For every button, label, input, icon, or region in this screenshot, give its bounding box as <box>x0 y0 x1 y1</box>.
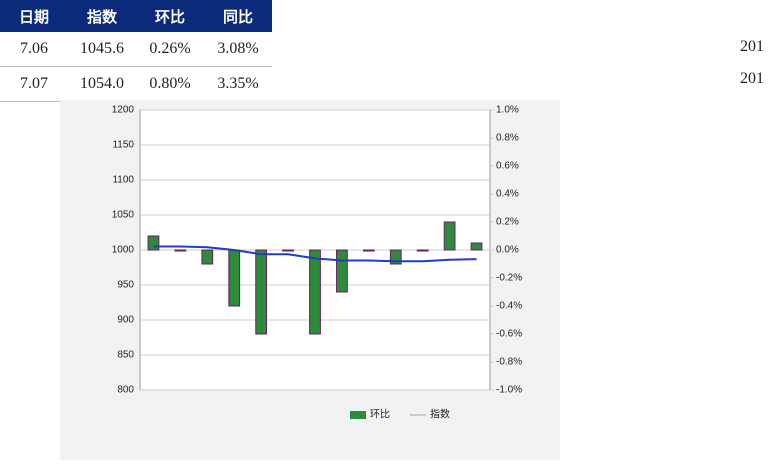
chart: 800 850 900 950 1000 1050 1100 1150 1200 -1.0% -0.… <box>60 100 560 460</box>
table-cell: 7.06 <box>0 32 68 67</box>
side-cell: 201 <box>740 70 764 87</box>
bar <box>201 249 214 265</box>
y2-tick-label: 0.8% <box>496 133 519 144</box>
y2-tick-label: 0.2% <box>496 217 519 228</box>
index-line <box>153 245 477 263</box>
bar <box>147 235 160 251</box>
table-cell: 3.08% <box>204 32 272 67</box>
y-tick-label: 1200 <box>112 105 135 116</box>
table-cell: 1045.6 <box>68 32 136 67</box>
legend-label: 指数 <box>430 408 450 421</box>
table-cell: 1054.0 <box>68 66 136 102</box>
data-table: 日期 指数 环比 同比 7.06 1045.6 0.26% 3.08% 7.07 1054.0 0… <box>0 0 272 102</box>
y2-tick-label: 0.6% <box>496 161 519 172</box>
bar <box>282 249 294 252</box>
y2-tick-label: -0.6% <box>496 329 522 340</box>
y-tick-label: 1000 <box>112 245 135 256</box>
y-tick-label: 900 <box>117 315 134 326</box>
table-cell: 7.07 <box>0 66 68 102</box>
bar <box>228 249 241 307</box>
side-cell: 201 <box>740 38 764 55</box>
header-row: 日期 指数 环比 同比 <box>0 0 272 32</box>
y-tick-label: 800 <box>117 385 134 396</box>
bar <box>389 249 402 265</box>
bar <box>174 249 187 252</box>
table-cell: 0.80% <box>136 66 204 102</box>
y-tick-label: 1100 <box>112 175 134 186</box>
bar <box>470 242 483 251</box>
y2-tick-label: -0.4% <box>496 301 522 312</box>
bar <box>336 249 348 293</box>
table-cell: 0.26% <box>136 32 204 67</box>
y-tick-label: 1050 <box>112 210 135 221</box>
y2-tick-label: -0.2% <box>496 273 522 284</box>
table-row: 7.07 1054.0 0.80% 3.35% <box>0 66 272 102</box>
table-cell: 3.35% <box>204 66 272 102</box>
y2-tick-label: -0.8% <box>496 357 522 368</box>
y2-tick-label: -1.0% <box>496 385 522 396</box>
bar <box>443 221 456 251</box>
header-cell: 环比 <box>136 0 204 32</box>
table-row: 7.06 1045.6 0.26% 3.08% <box>0 32 272 67</box>
header-cell: 指数 <box>68 0 136 32</box>
bar <box>255 249 268 335</box>
y-tick-label: 1150 <box>112 140 134 151</box>
y2-tick-label: 0.0% <box>496 245 519 256</box>
legend-swatch <box>350 411 366 419</box>
legend-label: 环比 <box>370 409 390 421</box>
header-cell: 日期 <box>0 0 68 32</box>
bar <box>362 249 375 252</box>
bar <box>309 249 321 335</box>
y2-tick-label: 1.0% <box>496 105 519 116</box>
y-tick-label: 850 <box>117 350 134 361</box>
y2-tick-label: 0.4% <box>496 189 519 200</box>
bar <box>416 249 429 252</box>
y-tick-label: 950 <box>117 280 134 291</box>
header-cell: 同比 <box>204 0 272 32</box>
